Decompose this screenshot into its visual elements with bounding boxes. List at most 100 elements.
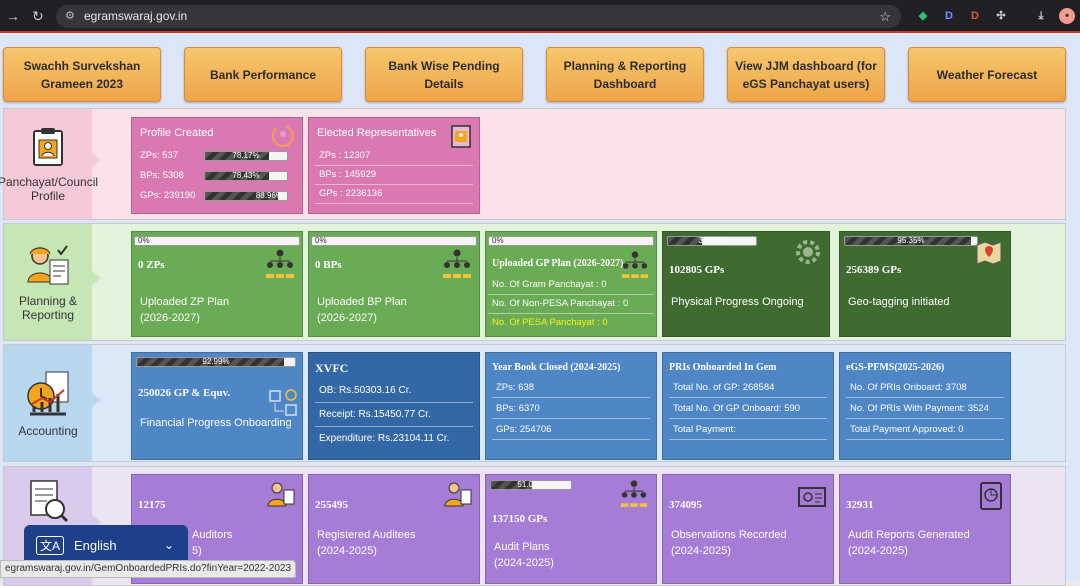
physical-pct: 38.23% <box>698 236 726 245</box>
planning-section-label: Planning & Reporting <box>18 294 78 322</box>
observation-panel-icon <box>798 487 826 507</box>
bookmark-star-icon[interactable]: ☆ <box>879 9 891 24</box>
zp-plan-pct: 0% <box>138 236 150 245</box>
audit-reports-card[interactable]: 32931 Audit Reports Generated (2024-2025… <box>839 474 1011 584</box>
gem-onboarded-card[interactable]: PRIs Onboarded In Gem Total No. of GP: 2… <box>662 352 834 460</box>
physical-count: 102805 GPs <box>669 264 725 276</box>
audit-reports-label: Audit Reports Generated <box>848 529 970 541</box>
profile-avatar-icon[interactable]: • <box>1059 8 1075 24</box>
jjm-dashboard-button[interactable]: View JJM dashboard (for eGS Panchayat us… <box>727 47 885 102</box>
xvfc-title: XVFC <box>315 361 349 375</box>
shield-extension-icon[interactable]: ◆ <box>918 10 928 22</box>
gp-plan-title: Uploaded GP Plan (2026-2027) <box>492 258 624 269</box>
id-card-icon <box>451 125 471 148</box>
planning-section[interactable]: Planning & Reporting <box>4 224 92 340</box>
observations-card[interactable]: 374095 Observations Recorded (2024-2025) <box>662 474 834 584</box>
auditees-count: 255495 <box>315 499 348 511</box>
weather-forecast-button[interactable]: Weather Forecast <box>908 47 1066 102</box>
audit-plans-card[interactable]: 51.01% 137150 GPs Audit Plans (2024-2025… <box>485 474 657 584</box>
yearbook-bp: BPs: 6370 <box>492 400 650 419</box>
forward-icon[interactable]: → <box>6 8 20 24</box>
xvfc-receipt: Receipt: Rs.15450.77 Cr. <box>315 405 473 427</box>
elected-gp: GPs : 2236136 <box>315 185 473 204</box>
gem-total-gp: Total No. of GP: 268584 <box>669 379 827 398</box>
elected-title: Elected Representatives <box>317 127 437 139</box>
geotag-count: 256389 GPs <box>846 264 902 276</box>
profile-gp-pct: 88.96% <box>255 191 283 200</box>
pfms-card[interactable]: eGS-PFMS(2025-2026) No. Of PRIs Onboard:… <box>839 352 1011 460</box>
address-bar[interactable]: ⚙ egramswaraj.gov.in ☆ <box>56 5 901 28</box>
gp-plan-progress: 0% <box>488 236 654 246</box>
d-extension-icon[interactable]: D <box>945 10 953 22</box>
registered-auditees-card[interactable]: 255495 Registered Auditees (2024-2025) <box>308 474 480 584</box>
translate-icon: 文A <box>36 535 65 555</box>
reload-icon[interactable]: ↻ <box>32 8 44 24</box>
profile-row: Panchayat/Council Profile Profile Create… <box>0 108 1066 220</box>
gp-plan-gram-panchayat: No. Of Gram Panchayat : 0 <box>488 276 654 295</box>
profile-created-card[interactable]: Profile Created ZPs: 537 78.17% BPs: 530… <box>131 117 303 214</box>
xvfc-ob: OB: Rs.50303.16 Cr. <box>315 381 473 403</box>
accounting-section[interactable]: Accounting <box>4 345 92 461</box>
planning-reporting-dashboard-button[interactable]: Planning & Reporting Dashboard <box>546 47 704 102</box>
bank-performance-button[interactable]: Bank Performance <box>184 47 342 102</box>
extensions-puzzle-icon[interactable]: ✣ <box>996 10 1006 22</box>
accounting-row: Accounting 92.99% 250026 GP & Equv. Fina… <box>3 344 1066 462</box>
auditors-count: 12175 <box>138 499 166 511</box>
pfms-pris-onboard: No. Of PRIs Onboard: 3708 <box>846 379 1004 398</box>
geotagging-progress: 95.35% <box>844 236 978 246</box>
bp-plan-progress: 0% <box>311 236 477 246</box>
gp-plan-card[interactable]: 0% Uploaded GP Plan (2026-2027) No. Of G… <box>485 231 657 337</box>
geotagging-card[interactable]: 95.35% 256389 GPs Geo-tagging initiated <box>839 231 1011 337</box>
auditors-year: 5) <box>192 545 202 557</box>
profile-bp-count: BPs: 5308 <box>140 170 184 181</box>
yearbook-title: Year Book Closed (2024-2025) <box>492 362 621 373</box>
auditor-person-icon <box>267 482 295 507</box>
planning-row: Planning & Reporting 0% 0 ZPs Uploaded Z… <box>3 223 1066 341</box>
physical-progress-card[interactable]: 38.23% 102805 GPs Physical Progress Ongo… <box>662 231 830 337</box>
browser-toolbar: → ↻ ⚙ egramswaraj.gov.in ☆ ◆ D D ✣ ⤓ • <box>0 0 1080 33</box>
financial-progress-bar: 92.99% <box>136 357 296 367</box>
dashboard-page: Swachh Survekshan Grameen 2023 Bank Perf… <box>0 35 1080 586</box>
profile-bp-pct: 78.43% <box>232 171 260 180</box>
swachh-survekshan-button[interactable]: Swachh Survekshan Grameen 2023 <box>3 47 161 102</box>
zp-plan-progress: 0% <box>134 236 300 246</box>
accounting-section-label: Accounting <box>18 424 78 438</box>
elected-representatives-card[interactable]: Elected Representatives ZPs : 12307 BPs … <box>308 117 480 214</box>
profile-section[interactable]: Panchayat/Council Profile <box>0 109 98 219</box>
site-settings-icon[interactable]: ⚙ <box>65 10 75 22</box>
planning-arrow <box>92 271 101 285</box>
bp-plan-pct: 0% <box>315 236 327 245</box>
observations-year: (2024-2025) <box>671 545 731 557</box>
auditees-label: Registered Auditees <box>317 529 416 541</box>
zp-plan-card[interactable]: 0% 0 ZPs Uploaded ZP Plan (2026-2027) <box>131 231 303 337</box>
bank-wise-pending-button[interactable]: Bank Wise Pending Details <box>365 47 523 102</box>
accounting-clock-chart-icon <box>27 371 69 416</box>
audit-magnifier-icon <box>30 480 69 523</box>
physical-label: Physical Progress Ongoing <box>671 296 804 308</box>
gp-plan-pesa: No. Of PESA Panchayat : 0 <box>492 317 608 328</box>
physical-progress-bar: 38.23% <box>667 236 757 246</box>
download-icon[interactable]: ⤓ <box>1038 10 1044 22</box>
financial-progress-card[interactable]: 92.99% 250026 GP & Equv. Financial Progr… <box>131 352 303 460</box>
gem-total-payment: Total Payment: <box>669 421 827 440</box>
pfms-payment-approved: Total Payment Approved: 0 <box>846 421 1004 440</box>
bp-plan-count: 0 BPs <box>315 259 342 271</box>
xvfc-card[interactable]: XVFC OB: Rs.50303.16 Cr. Receipt: Rs.154… <box>308 352 480 460</box>
language-selector[interactable]: 文A English ⌄ <box>24 525 188 565</box>
team-hierarchy-icon <box>620 480 648 507</box>
gear-chart-icon <box>796 240 820 264</box>
team-hierarchy-icon <box>266 249 294 278</box>
d-red-extension-icon[interactable]: D <box>971 10 979 22</box>
gem-gp-onboard: Total No. Of GP Onboard: 590 <box>669 400 827 419</box>
xvfc-expenditure: Expenditure: Rs.23104.11 Cr. <box>319 433 450 444</box>
pfms-title: eGS-PFMS(2025-2026) <box>846 362 945 373</box>
map-pin-icon <box>976 241 1002 265</box>
bp-plan-card[interactable]: 0% 0 BPs Uploaded BP Plan (2026-2027) <box>308 231 480 337</box>
gem-title: PRIs Onboarded In Gem <box>669 362 777 373</box>
year-book-card[interactable]: Year Book Closed (2024-2025) ZPs: 638 BP… <box>485 352 657 460</box>
gp-plan-non-pesa: No. Of Non-PESA Panchayat : 0 <box>488 295 654 314</box>
profile-arrow <box>92 153 101 167</box>
audit-arrow <box>92 515 101 529</box>
yearbook-gp: GPs: 254706 <box>492 421 650 440</box>
geotag-label: Geo-tagging initiated <box>848 296 950 308</box>
